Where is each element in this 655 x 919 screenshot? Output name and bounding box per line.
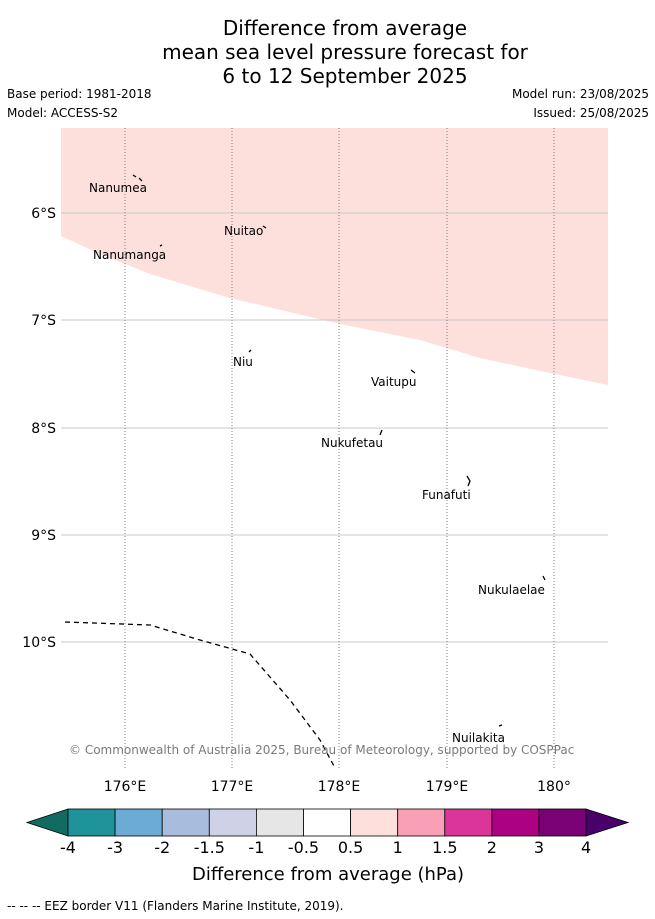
lat-label-7s: 7°S — [31, 313, 56, 329]
colorbar-segment — [397, 808, 446, 837]
colorbar-segment — [255, 808, 304, 837]
place-label-nanumanga: Nanumanga — [93, 248, 166, 262]
colorbar-tick-label: -4 — [60, 838, 76, 857]
island-shapes — [132, 174, 546, 727]
lat-label-10s: 10°S — [22, 635, 56, 651]
title-line-3: 6 to 12 September 2025 — [222, 64, 468, 88]
place-label-funafuti: Funafuti — [422, 488, 471, 502]
island-nanumea — [132, 174, 143, 182]
base-period: Base period: 1981-2018 — [7, 87, 152, 101]
colorbar-segment — [444, 808, 493, 837]
title-line-1: Difference from average — [222, 16, 468, 40]
island-nuilakita — [498, 724, 503, 727]
place-label-nuitao: Nuitao — [224, 224, 263, 238]
colorbar-segment — [491, 808, 540, 837]
lat-gridlines — [61, 212, 608, 643]
colorbar-tick-labels: -4 -3 -2 -1.5 -1 -0.5 0.5 1 1.5 2 3 4 — [60, 838, 591, 857]
place-labels: Nanumea Nuitao Nanumanga Niu Vaitupu Nuk… — [89, 181, 545, 745]
colorbar-label: Difference from average (hPa) — [192, 864, 464, 885]
lon-label-178e: 178°E — [318, 779, 361, 795]
place-label-nukufetau: Nukufetau — [321, 436, 383, 450]
issued-date: Issued: 25/08/2025 — [533, 106, 649, 120]
island-nuitao — [262, 225, 267, 229]
colorbar-tick-label: 2 — [487, 838, 497, 857]
eez-border-line — [64, 621, 336, 769]
colorbar-tick-label: 0.5 — [338, 838, 363, 857]
lat-label-6s: 6°S — [31, 206, 56, 222]
island-nukufetau — [379, 429, 383, 436]
colorbar-tick-label: 3 — [534, 838, 544, 857]
colorbar-tick-label: -2 — [154, 838, 170, 857]
place-label-nanumea: Nanumea — [89, 181, 147, 195]
island-niu — [248, 349, 252, 353]
lon-axis-labels: 176°E 177°E 178°E 179°E 180° — [104, 779, 571, 795]
place-label-vaitupu: Vaitupu — [371, 375, 417, 389]
colorbar-tick-label: -3 — [107, 838, 123, 857]
lon-label-177e: 177°E — [211, 779, 254, 795]
colorbar-tick-label: 1 — [393, 838, 403, 857]
map-title: Difference from average mean sea level p… — [0, 16, 655, 88]
place-label-niu: Niu — [233, 355, 253, 369]
island-nukulaelae — [542, 575, 546, 581]
model-run: Model run: 23/08/2025 — [511, 87, 649, 101]
colorbar-arrow-high — [585, 808, 630, 837]
lon-label-180: 180° — [537, 779, 571, 795]
place-label-nukulaelae: Nukulaelae — [478, 583, 545, 597]
colorbar-segment — [114, 808, 163, 837]
lon-label-176e: 176°E — [104, 779, 147, 795]
colorbar-tick-label: -0.5 — [288, 838, 319, 857]
model-name: Model: ACCESS-S2 — [7, 106, 119, 120]
lat-label-9s: 9°S — [31, 528, 56, 544]
anomaly-region-0.5-1 — [61, 128, 608, 385]
colorbar-segment — [161, 808, 210, 837]
lat-axis-labels: 6°S 7°S 8°S 9°S 10°S — [22, 206, 56, 651]
colorbar-segment — [67, 808, 116, 837]
island-nanumanga — [159, 244, 163, 247]
colorbar-tick-label: -1.5 — [194, 838, 225, 857]
colorbar-arrow-low — [25, 808, 69, 837]
colorbar-tick-label: 1.5 — [432, 838, 457, 857]
place-label-nuilakita: Nuilakita — [452, 731, 505, 745]
eez-footnote: -- -- -- EEZ border V11 (Flanders Marine… — [7, 899, 344, 913]
colorbar-segment — [303, 808, 351, 837]
colorbar-tick-label: 4 — [581, 838, 591, 857]
copyright-notice: © Commonwealth of Australia 2025, Bureau… — [69, 743, 574, 757]
title-line-2: mean sea level pressure forecast for — [162, 40, 528, 64]
colorbar-segment — [350, 808, 399, 837]
lat-label-8s: 8°S — [31, 421, 56, 437]
colorbar-tick-label: -1 — [248, 838, 264, 857]
colorbar — [25, 808, 630, 837]
colorbar-segment — [538, 808, 587, 837]
island-funafuti — [466, 475, 471, 487]
island-vaitupu — [410, 369, 416, 374]
lon-label-179e: 179°E — [426, 779, 469, 795]
map-plot-area: Nanumea Nuitao Nanumanga Niu Vaitupu Nuk… — [61, 128, 608, 769]
colorbar-segment — [208, 808, 257, 837]
